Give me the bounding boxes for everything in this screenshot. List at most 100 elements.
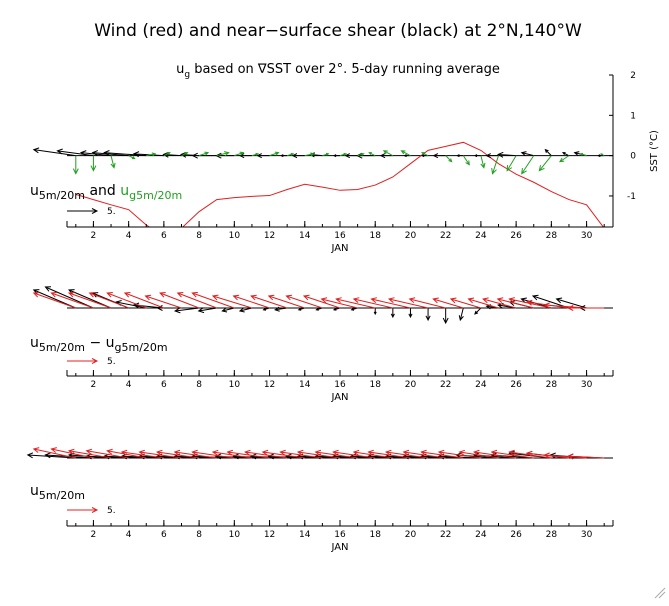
vector-arrow [482,297,517,309]
vector-arrow [302,294,341,309]
y2-tick-label: 0 [630,152,636,162]
vector-arrow [238,307,253,313]
x-tick-label: 22 [440,530,451,540]
subtitle-part: based on ∇SST over 2°. 5-day running ave… [190,62,500,77]
vector-arrow [332,449,376,459]
vector-arrow [88,291,129,309]
x-tick-label: 28 [546,380,558,390]
vector-arrow [322,152,330,157]
vector-arrow [50,291,94,309]
vector-arrow [106,448,147,459]
x-axis-label: JAN [330,542,348,553]
vector-arrow [315,307,323,311]
vector-arrow [555,297,587,309]
vector-arrow [445,155,453,163]
x-tick-label: 26 [510,380,522,390]
x-tick-label: 30 [581,380,593,390]
vector-arrow [32,147,76,157]
y2-tick-label: 2 [630,71,636,81]
x-tick-label: 24 [475,530,487,540]
x-tick-label: 4 [126,231,132,241]
vector-arrow [106,291,147,309]
x-tick-label: 14 [299,530,311,540]
legend-text: and [85,183,120,199]
vector-arrow [400,150,411,157]
subtitle-part: u [176,62,184,77]
vector-arrow [261,449,305,459]
vector-arrow [432,297,464,309]
vector-arrow [490,449,534,459]
legend-text: u [30,483,39,499]
vector-arrow [280,154,288,158]
vector-arrow [597,154,605,158]
vector-arrow [238,153,252,159]
x-tick-label: 26 [510,231,522,241]
vector-arrow [344,153,358,159]
x-tick-label: 14 [299,380,311,390]
vector-arrow [198,151,210,157]
x-tick-label: 16 [334,380,346,390]
vector-arrow [32,447,76,459]
x-tick-label: 6 [161,530,167,540]
vector-arrow [425,308,431,322]
vector-arrow [387,297,429,309]
vector-arrow [379,153,393,159]
vector-arrow [90,155,97,172]
vector-arrow [335,297,376,309]
x-tick-label: 8 [196,530,202,540]
vector-arrow [314,449,358,459]
y2-tick-label: 1 [630,111,636,121]
vector-arrow [176,291,217,309]
x-tick-label: 24 [475,380,487,390]
vector-arrow [274,306,288,312]
x-tick-label: 4 [126,380,132,390]
vector-arrow [304,152,315,157]
vector-arrow [402,449,446,459]
legend-sub: 5m/20m [39,341,85,354]
x-tick-label: 30 [581,231,593,241]
vector-arrow [352,297,393,309]
vector-arrow [485,153,499,159]
subtitle-sub: g [184,70,190,80]
x-tick-label: 6 [161,231,167,241]
vector-arrow [449,297,482,309]
vector-arrow [250,294,288,309]
vector-arrow [269,151,280,157]
vector-arrow [156,305,182,311]
legend-label: u5m/20m​ and ug5m/20m​ [30,183,182,202]
vector-arrow [234,151,245,157]
vector-arrow [211,449,253,459]
vector-arrow [173,449,217,459]
legend-label: u5m/20m​ [30,483,85,502]
sst-line [75,141,604,227]
vector-arrow [163,152,171,157]
vector-arrow [350,307,358,311]
vector-arrow [373,308,377,316]
vector-arrow [159,291,200,309]
vector-arrow [72,155,79,175]
x-tick-label: 2 [91,530,97,540]
vector-arrow [474,307,482,315]
x-tick-label: 10 [229,530,241,540]
reference-label: 5. [107,207,116,217]
vector-arrow [67,291,112,309]
x-tick-label: 10 [229,380,241,390]
vector-arrow [352,449,393,459]
vector-arrow [339,152,348,157]
vector-arrow [26,452,76,459]
vector-arrow [144,294,182,309]
vector-arrow [138,449,182,459]
vector-arrow [421,152,429,157]
vector-arrow [279,449,323,459]
vector-arrow [191,291,235,309]
vector-arrow [197,307,217,314]
vector-arrow [357,152,365,157]
vector-arrow [456,154,464,158]
vector-arrow [244,449,288,459]
vector-arrow [491,155,499,175]
vector-arrow [544,148,552,156]
vector-arrow [559,155,570,163]
vector-arrow [497,151,517,158]
legend-text: u [30,183,39,199]
